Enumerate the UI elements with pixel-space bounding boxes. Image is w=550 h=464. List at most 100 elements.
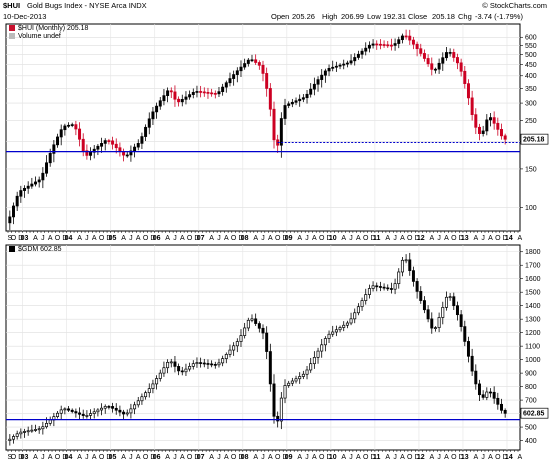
close-value: 205.18 bbox=[432, 12, 455, 21]
y-tick-label: 1000 bbox=[525, 357, 541, 364]
candle-body bbox=[466, 83, 470, 99]
candle-body bbox=[261, 64, 265, 74]
candle-body bbox=[371, 43, 375, 46]
candle-body bbox=[199, 91, 203, 93]
candle-body bbox=[397, 39, 401, 44]
x-month-label: A bbox=[180, 235, 185, 242]
candle-body bbox=[78, 412, 82, 415]
candle-body bbox=[367, 288, 371, 295]
candle-body bbox=[492, 391, 496, 399]
candle bbox=[74, 408, 78, 418]
last-value-box bbox=[520, 407, 549, 419]
candle bbox=[298, 94, 302, 107]
open-label: Open bbox=[271, 12, 289, 21]
candle bbox=[213, 90, 217, 99]
x-month-label: A bbox=[92, 235, 97, 242]
candle-body bbox=[136, 400, 140, 406]
candle bbox=[221, 83, 225, 96]
candle-body bbox=[169, 90, 173, 93]
candle bbox=[12, 434, 15, 444]
x-year-label: 08 bbox=[241, 235, 249, 242]
y-tick-label: 500 bbox=[525, 424, 537, 431]
candle bbox=[496, 117, 500, 136]
candle bbox=[272, 101, 276, 149]
candle-body bbox=[375, 285, 379, 288]
candle-body bbox=[290, 101, 294, 105]
candle bbox=[419, 43, 423, 57]
candle bbox=[375, 40, 379, 50]
candle-body bbox=[26, 430, 30, 433]
x-month-label: D bbox=[503, 235, 508, 242]
last-value-label: 205.18 bbox=[523, 137, 545, 144]
candle-body bbox=[422, 300, 426, 311]
y-tick-label: 1500 bbox=[525, 290, 541, 297]
x-month-label: A bbox=[312, 235, 317, 242]
candle-body bbox=[500, 129, 503, 137]
candle bbox=[272, 374, 276, 424]
candle bbox=[353, 53, 357, 66]
x-month-label: S bbox=[7, 235, 12, 242]
x-month-label: A bbox=[136, 235, 141, 242]
candle bbox=[206, 87, 210, 99]
candle-body bbox=[166, 361, 170, 369]
candle-body bbox=[30, 429, 34, 432]
candle bbox=[210, 88, 214, 97]
candle bbox=[320, 338, 324, 358]
gdm-y-axis: 4005006007008009001000110012001300140015… bbox=[520, 249, 549, 445]
gdm-legend-label: $GDM 602.85 bbox=[18, 246, 62, 253]
candle-body bbox=[503, 409, 507, 414]
candle bbox=[283, 98, 287, 125]
x-month-label: D bbox=[371, 454, 376, 461]
candle-body bbox=[360, 300, 364, 308]
candle bbox=[111, 402, 115, 413]
y-tick-label: 300 bbox=[525, 100, 537, 107]
candle-body bbox=[312, 357, 316, 365]
candle-body bbox=[503, 135, 507, 140]
candle bbox=[430, 57, 434, 76]
candle bbox=[279, 392, 283, 430]
candle bbox=[67, 122, 71, 128]
candle-body bbox=[228, 349, 232, 355]
candle-body bbox=[455, 305, 459, 316]
candle-body bbox=[283, 105, 287, 119]
candle-body bbox=[367, 44, 371, 49]
hui-legend-swatch bbox=[9, 25, 15, 31]
candle bbox=[503, 408, 507, 418]
candle-body bbox=[283, 385, 287, 399]
candle-body bbox=[393, 43, 397, 46]
candle-body bbox=[217, 362, 221, 366]
candle-body bbox=[485, 391, 489, 398]
x-month-label: O bbox=[99, 454, 105, 461]
candle-body bbox=[23, 187, 26, 191]
candle-body bbox=[393, 283, 397, 290]
x-month-label: A bbox=[488, 235, 493, 242]
y-tick-label: 350 bbox=[525, 86, 537, 93]
candle-body bbox=[415, 43, 419, 50]
candle bbox=[125, 151, 129, 158]
candle-body bbox=[382, 44, 386, 46]
candle bbox=[114, 403, 118, 415]
x-month-label: O bbox=[11, 454, 17, 461]
x-month-label: A bbox=[429, 235, 434, 242]
candle-body bbox=[470, 355, 474, 372]
x-year-label: 05 bbox=[109, 235, 117, 242]
candle-body bbox=[474, 370, 478, 385]
x-month-label: A bbox=[121, 454, 126, 461]
chart-title: Gold Bugs Index - NYSE Arca INDX bbox=[27, 1, 147, 10]
candle-body bbox=[408, 259, 412, 271]
candle bbox=[305, 366, 309, 380]
candle-body bbox=[129, 408, 133, 414]
candle bbox=[129, 403, 133, 419]
candle bbox=[206, 359, 210, 369]
candle-body bbox=[327, 68, 331, 72]
candle-body bbox=[257, 62, 261, 66]
candle bbox=[8, 434, 12, 446]
candle-body bbox=[173, 91, 177, 100]
candle bbox=[158, 96, 162, 110]
candle-body bbox=[107, 406, 111, 408]
x-year-label: 09 bbox=[285, 235, 293, 242]
candle-body bbox=[125, 412, 129, 415]
candle bbox=[463, 320, 467, 347]
x-year-label: 04 bbox=[65, 235, 73, 242]
